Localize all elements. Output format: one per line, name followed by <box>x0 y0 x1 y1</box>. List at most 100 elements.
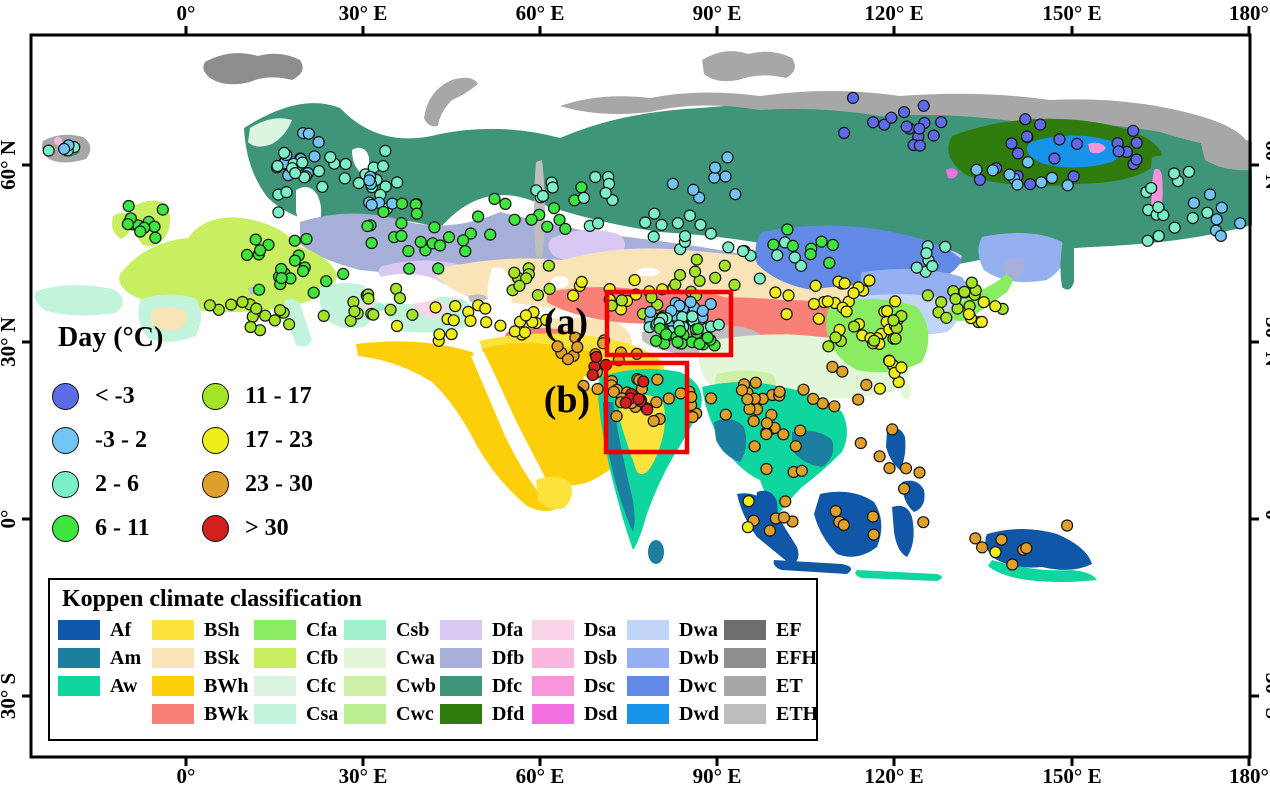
station-dot <box>559 222 572 235</box>
day-legend-item: 6 - 11 <box>52 506 202 550</box>
lon-tick-label-bottom: 180° <box>1229 764 1269 785</box>
station-dot <box>615 294 629 307</box>
station-dot <box>883 462 896 475</box>
station-dot <box>472 210 485 223</box>
koppen-label-Dfd: Dfd <box>492 703 525 725</box>
station-dot <box>760 417 774 430</box>
station-dot <box>433 239 447 252</box>
station-dot <box>607 385 620 398</box>
koppen-label-Dwb: Dwb <box>679 647 720 669</box>
station-dot <box>647 230 660 243</box>
station-dot <box>900 120 913 133</box>
station-dot <box>637 375 650 388</box>
station-dot <box>895 361 908 374</box>
station-dot <box>393 292 406 305</box>
station-dot <box>639 216 652 229</box>
station-dot <box>577 379 590 392</box>
region-horn-of-africa <box>536 476 572 509</box>
station-dot <box>57 142 71 155</box>
day-legend-label: -3 - 2 <box>95 426 147 453</box>
station-dot <box>442 231 456 244</box>
station-dot <box>678 230 692 243</box>
station-dot <box>414 235 427 248</box>
station-dot <box>935 296 948 309</box>
station-dot <box>479 302 492 315</box>
station-dot <box>403 262 416 275</box>
station-dot <box>254 244 267 257</box>
koppen-swatch-BWk <box>152 704 194 724</box>
station-dot <box>1005 137 1018 150</box>
station-dot <box>1023 178 1037 191</box>
station-dot <box>873 450 886 463</box>
region-dsc-patch <box>1088 142 1106 154</box>
station-dot <box>591 217 605 230</box>
koppen-label-BSh: BSh <box>204 619 240 641</box>
station-dot <box>1233 217 1247 230</box>
station-dot <box>274 304 287 317</box>
station-dot <box>760 428 773 441</box>
station-dot <box>975 315 988 328</box>
station-dot <box>989 300 1002 313</box>
region-bsh-arabia-fringe <box>479 333 661 365</box>
station-dot <box>989 546 1002 559</box>
koppen-label-ETH: ETH <box>776 703 819 725</box>
station-dot <box>889 295 902 308</box>
lon-tick-label-bottom: 30° E <box>339 764 388 785</box>
koppen-swatch-Dsc <box>532 676 574 696</box>
station-dot <box>561 353 575 366</box>
station-dot <box>794 259 808 272</box>
day-legend-item: -3 - 2 <box>52 418 202 462</box>
station-dot <box>134 225 147 238</box>
koppen-swatch-BWh <box>152 676 194 696</box>
station-dot <box>240 248 254 261</box>
station-dot <box>789 440 802 453</box>
station-dot <box>786 239 800 252</box>
station-dot <box>969 532 982 545</box>
station-dot <box>539 313 553 326</box>
station-dot <box>449 300 462 313</box>
station-dot <box>641 403 654 416</box>
station-dot <box>721 151 734 164</box>
region-iceland-dsb <box>54 137 62 145</box>
station-dot <box>885 111 898 124</box>
station-dot <box>863 274 876 287</box>
region-japan-hokkaido <box>1002 257 1025 280</box>
region-dwb-okhotsk <box>978 233 1065 283</box>
station-dot <box>619 396 632 409</box>
day-legend-label: 23 - 30 <box>245 470 313 497</box>
station-dot <box>432 262 445 275</box>
station-dot <box>1061 179 1074 192</box>
station-dot <box>1067 170 1080 183</box>
station-dot <box>589 170 602 184</box>
station-dot <box>897 482 911 495</box>
station-dot <box>897 105 911 119</box>
station-dot <box>704 227 718 240</box>
lon-tick-label-top: 120° E <box>864 1 923 25</box>
koppen-label-Cfc: Cfc <box>306 675 336 697</box>
station-dot <box>826 238 840 251</box>
station-dot <box>1020 541 1033 555</box>
station-dot <box>577 191 591 204</box>
day-legend-item: 2 - 6 <box>52 462 202 506</box>
station-dot <box>541 220 554 233</box>
station-dot <box>837 126 851 139</box>
station-dot <box>1152 229 1165 243</box>
koppen-label-Aw: Aw <box>110 675 138 697</box>
station-dot <box>1203 188 1217 201</box>
station-dot <box>262 238 275 251</box>
day-legend-swatch <box>52 470 79 498</box>
station-dot <box>970 163 983 176</box>
station-dot <box>910 261 923 274</box>
day-legend-label: 11 - 17 <box>245 382 312 409</box>
station-dot <box>508 266 521 279</box>
station-dot <box>1127 124 1140 137</box>
station-dot <box>361 220 374 233</box>
koppen-swatch-EFH <box>724 648 766 668</box>
station-dot <box>743 402 756 416</box>
station-dot <box>995 533 1008 546</box>
region-sulawesi <box>892 505 914 557</box>
koppen-legend-title: Koppen climate classification <box>62 586 362 612</box>
station-dot <box>250 302 263 315</box>
station-dot <box>1003 168 1016 181</box>
